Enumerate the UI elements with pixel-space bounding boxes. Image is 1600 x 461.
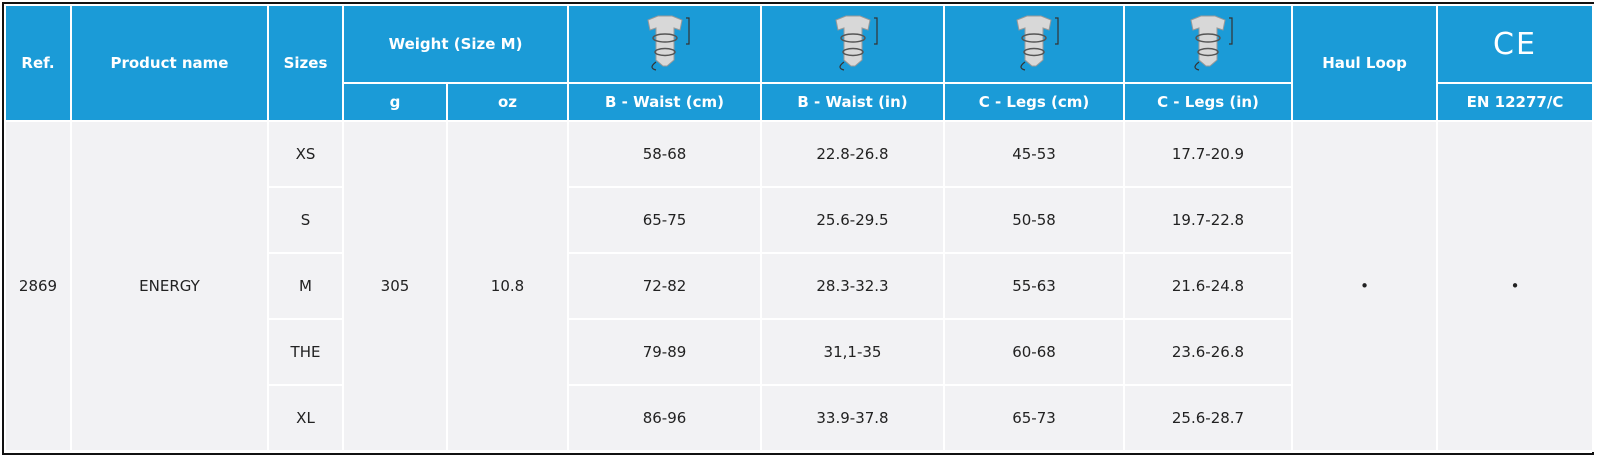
header-cell: B - Waist (in) [760,82,945,122]
ref-cell: 2869 [4,120,72,452]
haul-loop-cell: • [1291,120,1438,452]
header-cell: g [342,82,448,122]
measure-cell: 79-89 [567,318,762,386]
header-cell: Product name [70,4,269,122]
ce-mark: CE [1436,4,1594,84]
table-row: S 65-75 25.6-29.5 50-58 19.7-22.8 [5,186,1593,254]
header-cell: Weight (Size M) [342,4,569,84]
icon-cell [567,4,762,84]
header-cell: oz [446,82,569,122]
table-row: XL 86-96 33.9-37.8 65-73 25.6-28.7 [5,384,1593,452]
measure-cell: 25.6-29.5 [760,186,945,254]
measure-cell: 60-68 [943,318,1125,386]
product-cell: ENERGY [70,120,269,452]
measure-cell: 22.8-26.8 [760,120,945,188]
weight-cell: 305 [342,120,448,452]
measure-cell: 23.6-26.8 [1123,318,1293,386]
header-cell: C - Legs (in) [1123,82,1293,122]
header-cell: B - Waist (cm) [567,82,762,122]
size-cell: M [267,252,344,320]
harness-icon [1190,15,1233,71]
harness-icon [646,15,690,71]
weight-cell: 10.8 [446,120,569,452]
frame: Ref. Product name Sizes Weight (Size M) … [2,2,1594,455]
header-cell: Ref. [4,4,72,122]
measure-cell: 65-73 [943,384,1125,452]
measure-cell: 28.3-32.3 [760,252,945,320]
icon-cell [760,4,945,84]
header-cell: EN 12277/C [1436,82,1594,122]
header-cell: Sizes [267,4,344,122]
table-row: M 72-82 28.3-32.3 55-63 21.6-24.8 [5,252,1593,320]
measure-cell: 86-96 [567,384,762,452]
measure-cell: 45-53 [943,120,1125,188]
measure-cell: 25.6-28.7 [1123,384,1293,452]
icon-cell [943,4,1125,84]
icon-cell [1123,4,1293,84]
measure-cell: 58-68 [567,120,762,188]
table-row: THE 79-89 31,1-35 60-68 23.6-26.8 [5,318,1593,386]
size-cell: XS [267,120,344,188]
size-cell: THE [267,318,344,386]
measure-cell: 17.7-20.9 [1123,120,1293,188]
measure-cell: 31,1-35 [760,318,945,386]
measure-cell: 33.9-37.8 [760,384,945,452]
header-cell: C - Legs (cm) [943,82,1125,122]
table-row: 2869 ENERGY XS 305 10.8 58-68 22.8-26.8 45-53 17… [4,120,1594,452]
table-body: 2869 ENERGY XS 305 10.8 58-68 22.8-26.8 45-53 17… [4,120,1594,452]
measure-cell: 19.7-22.8 [1123,186,1293,254]
spec-table: Ref. Product name Sizes Weight (Size M) … [4,4,1594,452]
header-cell: Haul Loop [1291,4,1438,122]
measure-cell: 50-58 [943,186,1125,254]
harness-icon [1016,15,1059,71]
measure-cell: 72-82 [567,252,762,320]
size-cell: S [267,186,344,254]
harness-icon [834,15,878,71]
measure-cell: 21.6-24.8 [1123,252,1293,320]
norm-cell: • [1436,120,1594,452]
measure-cell: 65-75 [567,186,762,254]
measure-cell: 55-63 [943,252,1125,320]
size-cell: XL [267,384,344,452]
